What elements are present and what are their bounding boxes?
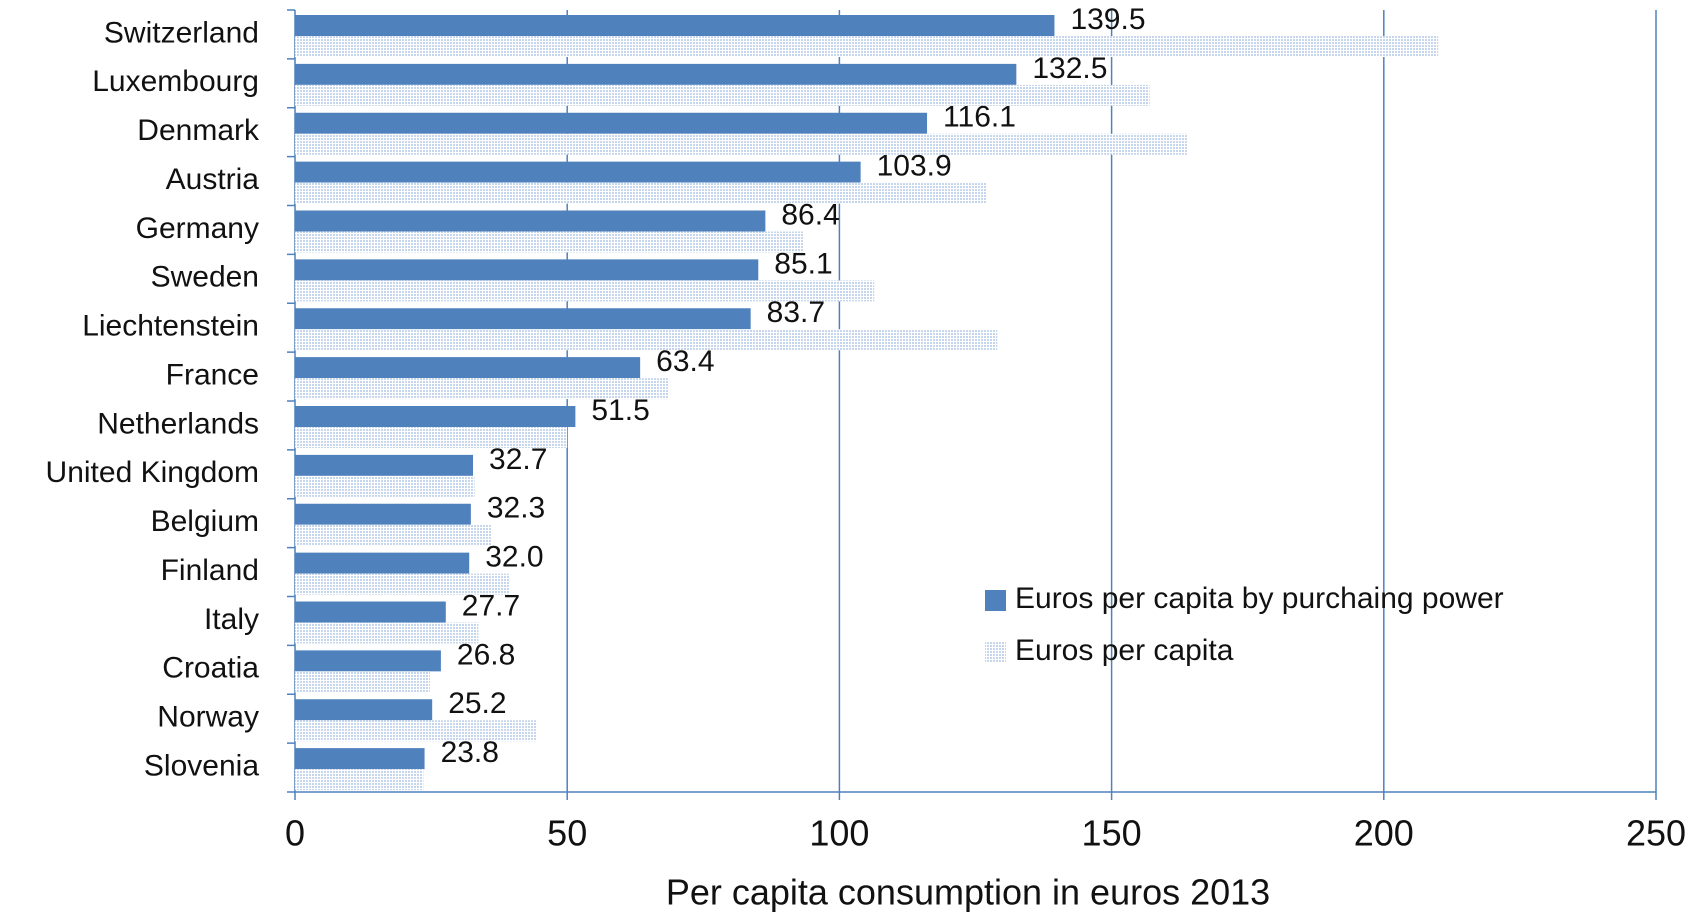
value-label: 103.9 [877, 150, 952, 183]
bar [295, 427, 568, 448]
bar [295, 84, 1150, 106]
bar [295, 357, 641, 379]
value-label: 25.2 [448, 687, 506, 720]
category-label: Norway [157, 701, 259, 734]
bar [295, 210, 766, 232]
bar [295, 112, 928, 134]
value-label: 116.1 [943, 101, 1016, 134]
x-tick-label: 250 [1626, 813, 1686, 854]
bar [295, 503, 471, 525]
value-label: 83.7 [767, 296, 825, 329]
legend-swatch [985, 642, 1006, 663]
bar [295, 769, 424, 791]
value-label: 86.4 [781, 198, 839, 231]
value-label: 51.5 [591, 394, 649, 427]
category-label: United Kingdom [46, 456, 259, 489]
legend-label: Euros per capita by purchaing power [1015, 582, 1504, 615]
legend-label: Euros per capita [1015, 634, 1234, 667]
x-tick-label: 200 [1354, 813, 1414, 854]
bar [295, 329, 998, 351]
bar [295, 36, 1439, 57]
bar [295, 699, 433, 721]
bar [295, 406, 576, 427]
value-label: 32.3 [487, 492, 545, 525]
bar [295, 720, 537, 742]
bar [295, 748, 425, 770]
x-tick-label: 0 [285, 813, 305, 854]
bar [295, 15, 1055, 36]
bar [295, 133, 1188, 155]
bar [295, 650, 441, 672]
legend-swatch [985, 590, 1006, 611]
bar [295, 280, 875, 302]
value-label: 32.7 [489, 443, 547, 476]
category-label: Switzerland [104, 16, 259, 49]
bar [295, 182, 987, 204]
bar [295, 573, 509, 595]
bar [295, 601, 446, 623]
category-label: Slovenia [144, 749, 259, 782]
bar [295, 552, 470, 574]
category-label: Sweden [151, 261, 259, 294]
bar [295, 524, 491, 546]
category-label: Austria [166, 163, 260, 196]
value-label: 139.5 [1070, 3, 1145, 36]
axis-title: Per capita consumption in euros 2013 [666, 872, 1270, 913]
category-label: Croatia [162, 652, 259, 685]
bar [295, 259, 759, 281]
bar [295, 308, 751, 330]
value-label: 85.1 [774, 247, 832, 280]
value-label: 32.0 [485, 541, 543, 574]
bar [295, 475, 475, 497]
x-tick-label: 150 [1082, 813, 1142, 854]
value-label: 26.8 [457, 638, 515, 671]
value-label: 23.8 [441, 736, 499, 769]
bar [295, 378, 670, 400]
x-tick-label: 100 [809, 813, 869, 854]
bar [295, 454, 474, 476]
category-label: France [166, 358, 259, 391]
bar [295, 622, 479, 644]
value-label: 132.5 [1032, 52, 1107, 85]
category-label: Liechtenstein [82, 310, 259, 343]
bar [295, 671, 431, 693]
category-label: Denmark [137, 114, 260, 147]
category-label: Luxembourg [92, 65, 259, 98]
bar [295, 161, 861, 183]
x-tick-label: 50 [547, 813, 587, 854]
category-label: Netherlands [97, 407, 259, 440]
value-label: 27.7 [462, 589, 520, 622]
bar [295, 231, 805, 253]
category-label: Finland [161, 554, 259, 587]
bar [295, 63, 1017, 85]
category-label: Italy [204, 603, 259, 636]
category-label: Belgium [151, 505, 259, 538]
value-label: 63.4 [656, 345, 714, 378]
category-label: Germany [136, 212, 259, 245]
